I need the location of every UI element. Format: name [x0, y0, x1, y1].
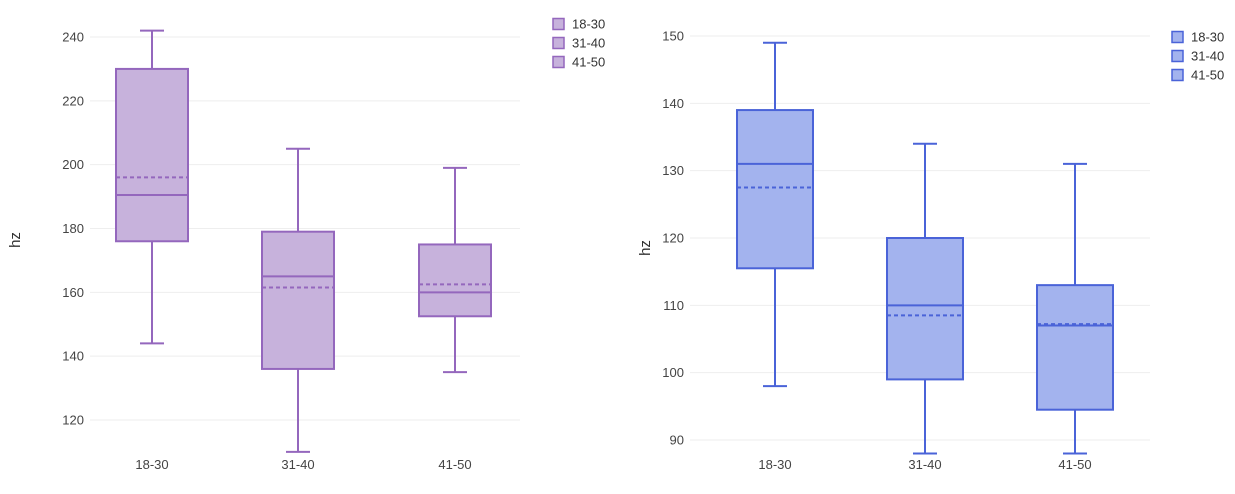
y-tick-label: 160: [62, 285, 84, 300]
y-tick-label: 180: [62, 221, 84, 236]
legend-swatch: [1171, 49, 1184, 63]
y-tick-label: 240: [62, 30, 84, 45]
legend-swatch: [552, 17, 565, 31]
y-tick-label: 150: [662, 29, 684, 44]
box-18-30: 18-30: [736, 41, 814, 472]
y-tick-label: 110: [663, 298, 684, 313]
legend-label: 18-30: [572, 17, 605, 32]
y-tick-label: 90: [670, 433, 684, 448]
y-axis-title: hz: [637, 240, 654, 256]
box-18-30: 18-30: [115, 29, 189, 472]
box-body: [115, 67, 189, 243]
legend-label: 31-40: [1191, 49, 1224, 64]
x-tick-label: 41-50: [1058, 457, 1091, 472]
legend-label: 18-30: [1191, 30, 1224, 45]
x-tick-label: 18-30: [758, 457, 791, 472]
box-body: [736, 109, 814, 270]
legend-item: 31-40: [552, 36, 605, 51]
x-tick-label: 31-40: [281, 457, 314, 472]
legend-item: 18-30: [552, 17, 605, 32]
x-tick-label: 41-50: [438, 457, 471, 472]
y-tick-label: 100: [662, 365, 684, 380]
y-tick-label: 140: [62, 349, 84, 364]
legend-label: 41-50: [572, 55, 605, 70]
legend-label: 31-40: [572, 36, 605, 51]
y-tick-label: 130: [662, 163, 684, 178]
legend-swatch: [1171, 68, 1184, 82]
y-tick-label: 120: [662, 231, 684, 246]
box-41-50: 41-50: [418, 166, 492, 472]
x-tick-label: 31-40: [908, 457, 941, 472]
box-chart-left-group: 120 140 160 180 200 220 240 hz 18-30 31-40 41-50 18…: [7, 17, 605, 473]
box-body: [1036, 284, 1114, 411]
legend-item: 18-30: [1171, 30, 1224, 45]
box-chart-right-group: 90 100 110 120 130 140 150 hz 18-30 31-40 41-50 18-…: [637, 29, 1224, 473]
box-31-40: 31-40: [261, 147, 335, 472]
legend-item: 41-50: [552, 55, 605, 70]
box-body: [418, 243, 492, 318]
legend-item: 31-40: [1171, 49, 1224, 64]
box-body: [261, 230, 335, 370]
legend-item: 41-50: [1171, 68, 1224, 83]
y-tick-label: 200: [62, 157, 84, 172]
box-body: [886, 237, 964, 381]
legend-swatch: [552, 55, 565, 69]
legend-swatch: [552, 36, 565, 50]
x-tick-label: 18-30: [135, 457, 168, 472]
y-tick-label: 120: [62, 413, 84, 428]
box-41-50: 41-50: [1036, 162, 1114, 472]
legend-label: 41-50: [1191, 68, 1224, 83]
y-tick-label: 140: [662, 96, 684, 111]
y-axis-title: hz: [7, 232, 24, 248]
y-tick-label: 220: [62, 93, 84, 108]
box-31-40: 31-40: [886, 142, 964, 472]
legend-swatch: [1171, 30, 1184, 44]
